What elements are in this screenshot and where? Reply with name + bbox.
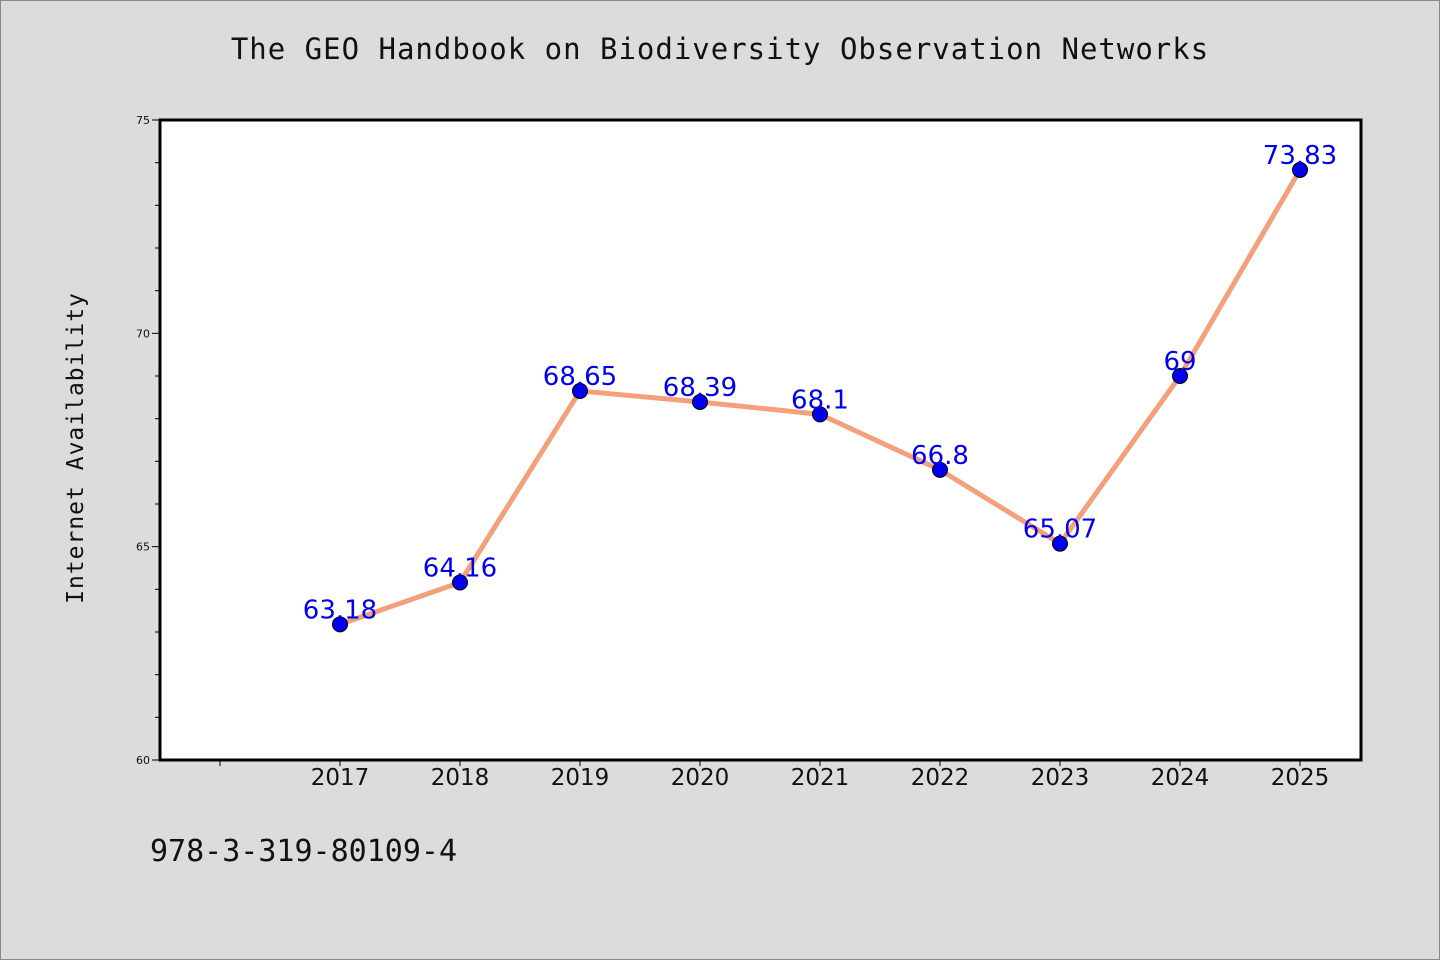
data-point bbox=[1292, 161, 1308, 178]
x-tick-label: 2018 bbox=[431, 765, 490, 791]
y-tick-label: 60 bbox=[136, 754, 150, 767]
data-label: 68.65 bbox=[543, 362, 617, 392]
data-point bbox=[692, 394, 708, 411]
data-point bbox=[452, 574, 468, 591]
x-tick-label: 2023 bbox=[1031, 765, 1090, 791]
y-tick-label: 70 bbox=[136, 327, 150, 340]
series-markers bbox=[332, 161, 1308, 633]
x-tick-label: 2019 bbox=[551, 765, 610, 791]
data-labels: 63.18 64.16 68.65 68.39 68.1 66.8 65.07 69 73.83 bbox=[303, 141, 1337, 625]
data-point bbox=[572, 382, 588, 399]
data-label: 68.39 bbox=[663, 373, 737, 403]
x-tick-label: 2017 bbox=[311, 765, 370, 791]
data-point bbox=[1172, 368, 1188, 384]
data-label: 68.1 bbox=[791, 385, 849, 415]
data-point bbox=[932, 461, 948, 478]
data-label: 63.18 bbox=[303, 595, 377, 625]
data-point bbox=[812, 406, 828, 423]
x-tick-label: 2022 bbox=[911, 765, 970, 791]
y-axis: 60 65 70 75 bbox=[136, 114, 160, 767]
x-axis: 2017 2018 2019 2020 2021 2022 2023 2024 2025 bbox=[219, 760, 1330, 791]
y-tick-label: 65 bbox=[136, 541, 150, 554]
y-tick-label: 75 bbox=[136, 114, 150, 127]
isbn-code: 978-3-319-80109-4 bbox=[150, 834, 458, 869]
x-tick-label: 2021 bbox=[791, 765, 850, 791]
x-tick-label: 2024 bbox=[1151, 765, 1210, 791]
x-tick-label: 2025 bbox=[1271, 765, 1330, 791]
data-label: 66.8 bbox=[911, 441, 969, 471]
plot-area bbox=[158, 118, 1363, 762]
data-label: 65.07 bbox=[1023, 515, 1097, 545]
data-label: 64.16 bbox=[423, 554, 497, 584]
data-point bbox=[1052, 535, 1068, 552]
data-label: 73.83 bbox=[1263, 141, 1337, 171]
data-label: 69 bbox=[1163, 347, 1196, 377]
chart-title: The GEO Handbook on Biodiversity Observa… bbox=[230, 32, 1210, 66]
data-point bbox=[332, 616, 348, 633]
x-tick-label: 2020 bbox=[671, 765, 730, 791]
